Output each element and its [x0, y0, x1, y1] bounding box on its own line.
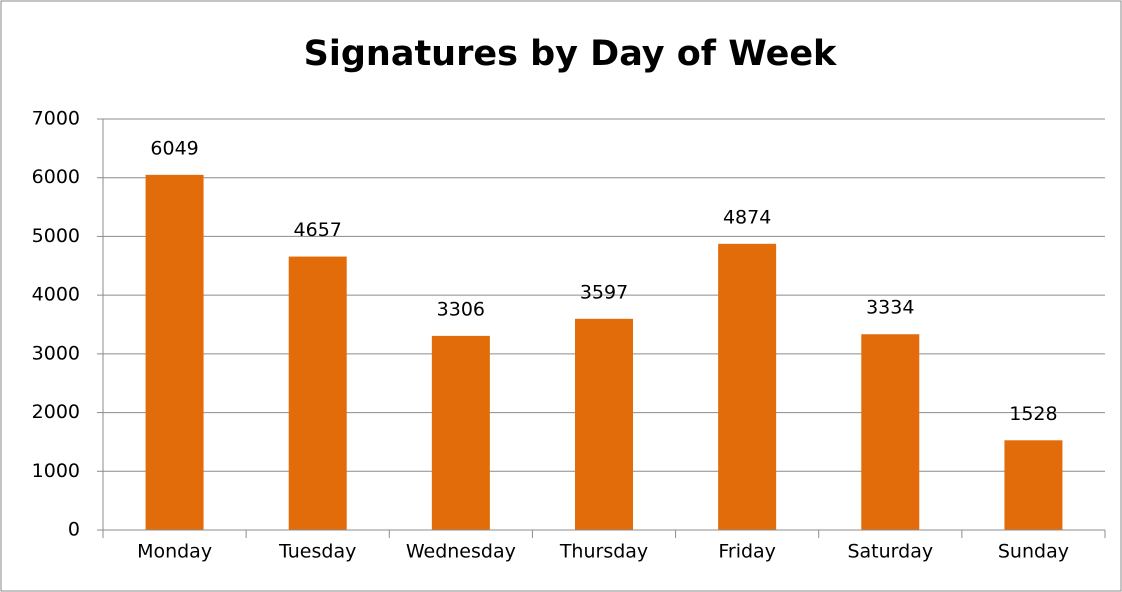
bar	[718, 243, 777, 530]
x-tick-label: Tuesday	[278, 541, 356, 563]
chart-title: Signatures by Day of Week	[304, 34, 837, 74]
x-tick-label: Monday	[137, 541, 212, 563]
data-label: 3306	[437, 298, 485, 320]
y-tick-label: 1000	[32, 460, 80, 482]
bar	[431, 335, 490, 530]
data-label: 3597	[580, 281, 628, 303]
x-tick-label: Thursday	[559, 541, 648, 563]
y-tick-label: 3000	[32, 342, 80, 364]
y-tick-label: 7000	[32, 108, 80, 130]
bar	[575, 318, 633, 530]
x-tick-label: Wednesday	[406, 541, 516, 563]
data-label: 6049	[150, 137, 198, 159]
y-tick-label: 5000	[32, 225, 80, 247]
bar	[861, 334, 920, 530]
y-tick-label: 6000	[32, 166, 80, 188]
y-tick-label: 4000	[32, 284, 80, 306]
data-label: 4874	[723, 206, 771, 228]
bar	[145, 174, 204, 530]
data-label: 3334	[866, 297, 914, 319]
bar	[288, 256, 347, 530]
x-tick-label: Sunday	[998, 541, 1069, 563]
x-tick-label: Friday	[718, 541, 776, 563]
data-label: 1528	[1009, 403, 1057, 425]
bar	[1004, 440, 1063, 530]
y-tick-label: 0	[68, 519, 80, 541]
y-tick-label: 2000	[32, 401, 80, 423]
x-tick-label: Saturday	[847, 541, 933, 563]
data-label: 4657	[294, 219, 342, 241]
